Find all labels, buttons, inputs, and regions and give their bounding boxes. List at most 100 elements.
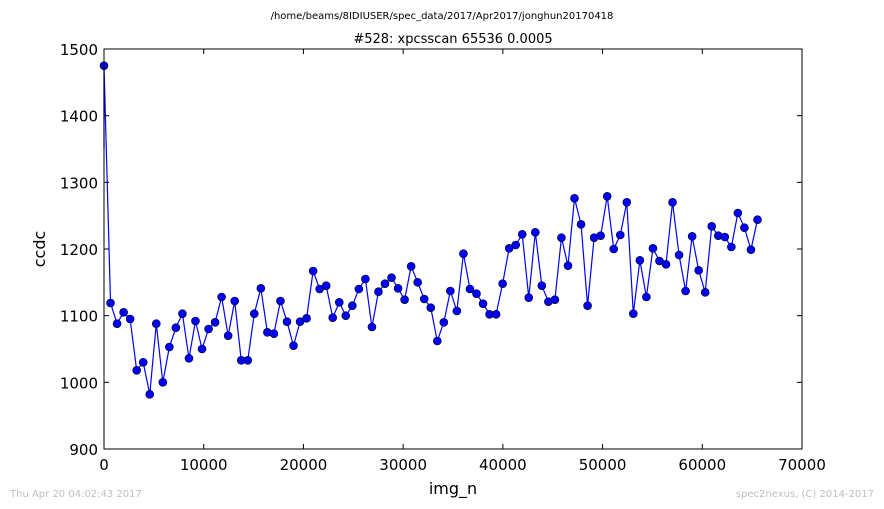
x-tick-label: 70000	[778, 456, 826, 474]
data-point	[191, 316, 200, 326]
chart-suptitle: /home/beams/8IDIUSER/spec_data/2017/Apr2…	[271, 11, 614, 22]
data-point	[432, 336, 442, 346]
data-point	[380, 279, 390, 288]
x-tick-label: 40000	[479, 456, 527, 474]
data-point	[531, 228, 540, 237]
y-axis-label: ccdc	[30, 231, 49, 268]
data-point	[138, 358, 148, 367]
data-point	[459, 249, 468, 258]
data-point	[223, 331, 233, 340]
data-point	[210, 318, 220, 327]
data-point	[668, 198, 677, 207]
data-point	[334, 298, 344, 307]
data-point	[661, 260, 671, 269]
data-point	[478, 299, 488, 308]
y-tick-label: 1100	[60, 308, 98, 326]
footer-timestamp: Thu Apr 20 04:02:43 2017	[10, 489, 142, 500]
data-point	[374, 287, 383, 296]
data-point	[289, 341, 298, 350]
data-point	[707, 222, 717, 231]
data-point	[609, 244, 619, 254]
data-point	[472, 289, 481, 298]
y-tick-label: 1000	[60, 374, 98, 392]
data-point	[328, 313, 338, 322]
data-point	[753, 215, 762, 224]
data-point	[687, 232, 697, 241]
x-tick-label: 20000	[280, 456, 328, 474]
data-point	[393, 284, 403, 293]
data-point	[727, 242, 736, 252]
data-point	[674, 250, 684, 260]
data-point	[112, 319, 122, 328]
data-point	[197, 344, 207, 354]
y-tick-label: 1200	[60, 241, 98, 259]
data-point	[269, 329, 279, 338]
data-point	[276, 296, 285, 306]
data-point	[367, 322, 377, 332]
x-tick-label: 30000	[379, 456, 427, 474]
footer-credit: spec2nexus, (C) 2014-2017	[735, 489, 874, 500]
y-tick-label: 1300	[60, 174, 98, 192]
data-point	[178, 309, 187, 318]
data-point	[249, 309, 259, 318]
data-point	[733, 208, 743, 218]
data-point	[570, 194, 579, 203]
data-point	[576, 220, 586, 229]
x-axis-label: img_n	[429, 479, 477, 499]
x-tick-label: 60000	[678, 456, 726, 474]
data-point	[452, 306, 462, 316]
y-tick-label: 900	[69, 441, 98, 459]
data-point	[321, 281, 331, 290]
data-point	[400, 295, 409, 304]
data-point	[602, 192, 612, 201]
y-tick-label: 1400	[60, 108, 98, 126]
data-point	[740, 223, 749, 232]
data-point	[491, 310, 501, 319]
data-point	[629, 309, 638, 318]
x-tick-label: 10000	[180, 456, 228, 474]
data-point	[681, 286, 690, 296]
data-point	[125, 314, 135, 324]
data-point	[308, 266, 318, 276]
data-point	[596, 231, 605, 240]
data-point	[642, 292, 651, 302]
y-tick-label: 1500	[60, 41, 98, 59]
data-point	[557, 233, 566, 242]
data-point	[171, 323, 181, 332]
x-tick-label: 0	[99, 456, 109, 474]
plot-area: 0 10000 20000 30000 40000 50000 60000 70000 900 1…	[60, 41, 826, 474]
data-point	[694, 266, 703, 275]
data-point	[119, 308, 128, 317]
data-point	[145, 390, 155, 399]
data-point	[256, 284, 266, 293]
data-point	[700, 288, 710, 297]
data-point	[413, 278, 422, 287]
data-point	[720, 232, 730, 242]
data-point	[165, 342, 174, 352]
data-point	[184, 354, 194, 363]
data-point	[635, 256, 645, 265]
data-point	[550, 295, 560, 304]
data-point	[517, 230, 527, 239]
data-point	[583, 301, 592, 310]
data-point	[158, 378, 168, 387]
data-point	[622, 198, 632, 207]
data-point	[132, 366, 141, 375]
plot-frame	[103, 48, 803, 450]
data-point	[615, 230, 625, 240]
data-point	[243, 356, 253, 365]
data-point	[524, 293, 534, 302]
data-point	[563, 261, 573, 270]
data-point	[106, 298, 115, 308]
data-point	[302, 314, 311, 323]
data-point	[537, 281, 547, 290]
data-point	[354, 284, 364, 294]
data-point	[217, 292, 226, 302]
x-tick-label: 50000	[579, 456, 627, 474]
data-point	[387, 273, 396, 282]
data-point	[406, 262, 416, 271]
data-point	[439, 318, 449, 327]
data-point	[282, 317, 292, 326]
data-point	[446, 286, 455, 296]
